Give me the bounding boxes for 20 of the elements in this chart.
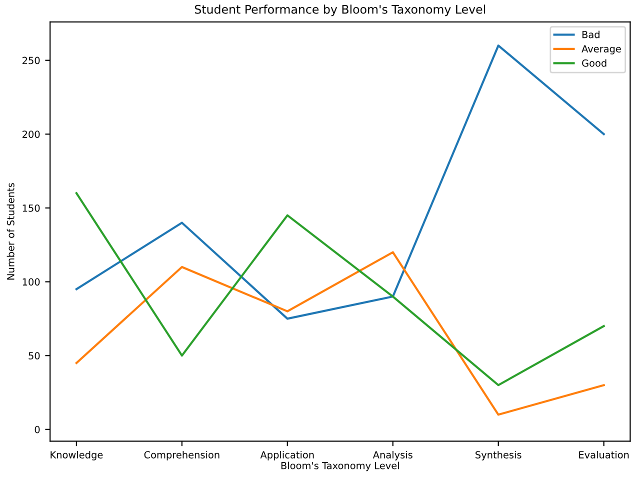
legend-label: Good <box>582 59 606 67</box>
x-tick-label: Synthesis <box>476 450 522 460</box>
y-tick-label: 150 <box>22 204 40 212</box>
chart-title: Student Performance by Bloom's Taxonomy Level <box>194 4 485 16</box>
y-tick-label: 0 <box>34 426 40 434</box>
x-tick-label: Comprehension <box>144 450 220 460</box>
x-axis-title: Bloom's Taxonomy Level <box>281 462 399 472</box>
y-tick-label: 200 <box>22 130 40 138</box>
x-tick-label: Knowledge <box>50 450 103 460</box>
y-tick-label: 250 <box>22 56 40 64</box>
y-tick-label: 100 <box>22 278 40 286</box>
y-tick-label: 50 <box>28 352 40 360</box>
legend-label: Bad <box>582 30 600 38</box>
x-tick-label: Application <box>260 450 314 460</box>
legend-label: Average <box>582 45 621 54</box>
line-series <box>75 251 605 416</box>
x-tick-label: Evaluation <box>579 450 629 458</box>
x-tick-label: Analysis <box>372 450 412 460</box>
y-axis-title: Number of Students <box>6 183 14 280</box>
line-series <box>75 192 605 386</box>
